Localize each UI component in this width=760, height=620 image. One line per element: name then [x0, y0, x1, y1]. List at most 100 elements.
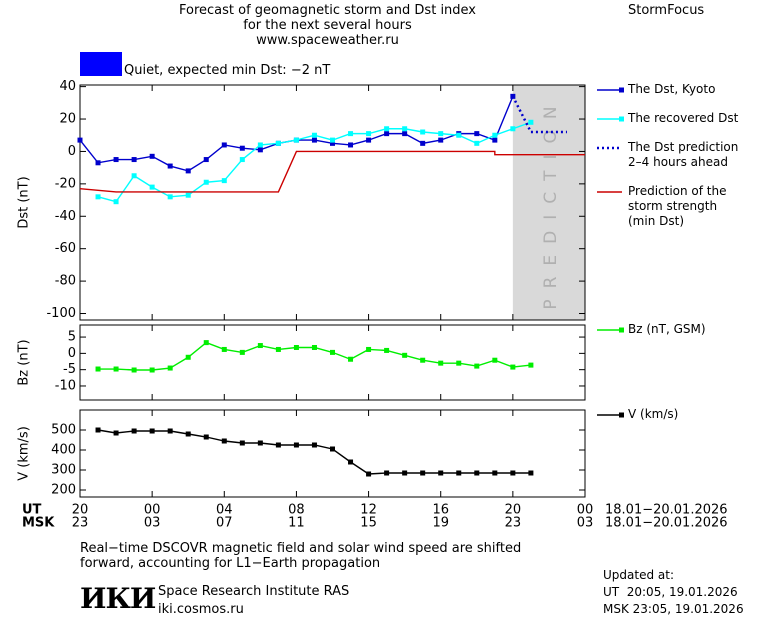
point	[510, 126, 516, 132]
point	[239, 157, 245, 163]
point	[239, 440, 245, 446]
point	[95, 366, 101, 372]
point	[528, 362, 534, 368]
legend-label: The Dst, Kyoto	[628, 82, 716, 96]
y-tick-label: 500	[51, 423, 76, 438]
point	[510, 470, 516, 476]
series-line	[79, 150, 585, 193]
point	[167, 365, 173, 371]
point	[221, 346, 227, 352]
y-tick-label: 0	[68, 144, 76, 159]
point	[257, 142, 263, 148]
point	[474, 363, 480, 369]
brand: StormFocus	[628, 3, 705, 18]
point	[474, 140, 480, 146]
point	[420, 140, 426, 146]
legend-label: The Dst prediction 2–4 hours ahead	[628, 140, 739, 169]
point	[402, 126, 408, 132]
point	[348, 459, 354, 465]
point	[492, 470, 498, 476]
point	[438, 470, 444, 476]
point	[348, 142, 354, 148]
y-tick-label: 20	[59, 112, 76, 127]
point	[492, 357, 498, 363]
updated: Updated at:	[603, 568, 674, 582]
y-tick-label: 0	[68, 346, 76, 361]
date-range-msk: 18.01−20.01.2026	[605, 516, 728, 531]
point	[113, 366, 119, 372]
point	[474, 131, 480, 137]
x-tick-label-msk: 15	[360, 516, 377, 531]
point	[420, 470, 426, 476]
point	[113, 157, 119, 163]
point	[131, 428, 137, 434]
y-tick-label: 300	[51, 463, 76, 478]
legend-marker	[619, 412, 624, 418]
point	[384, 126, 390, 132]
point	[456, 360, 462, 366]
point	[311, 132, 317, 138]
point	[185, 354, 191, 360]
point	[167, 163, 173, 169]
legend-marker	[619, 87, 624, 93]
legend-label: The recovered Dst	[628, 111, 739, 125]
y-tick-label: -10	[55, 378, 76, 393]
y-tick-label: -80	[55, 274, 76, 289]
point	[311, 137, 317, 143]
point	[528, 119, 534, 125]
point	[131, 367, 137, 373]
point	[95, 160, 101, 166]
x-tick-label: 20	[72, 503, 89, 518]
legend-marker	[619, 116, 624, 122]
point	[402, 352, 408, 358]
point	[456, 470, 462, 476]
point	[492, 137, 498, 143]
updated-msk: MSK 23:05, 19.01.2026	[603, 602, 744, 616]
legend-label: V (km/s)	[628, 407, 679, 421]
x-axis-label-ut: UT	[22, 503, 42, 518]
point	[131, 157, 137, 163]
point	[330, 137, 335, 143]
prediction-label: PREDICTION	[541, 95, 561, 309]
y-tick-label: 5	[68, 330, 76, 345]
y-tick-label: 200	[51, 483, 76, 498]
y-tick-label: -60	[55, 241, 76, 256]
point	[185, 168, 191, 174]
x-tick-label: 08	[288, 503, 305, 518]
point	[348, 131, 354, 137]
y-tick-label: -5	[63, 362, 76, 377]
y-tick-label: 40	[59, 79, 76, 94]
point	[384, 131, 390, 137]
x-tick-label-msk: 03	[577, 516, 594, 531]
point	[275, 346, 281, 352]
point	[257, 440, 263, 446]
point	[366, 131, 372, 137]
legend-marker	[619, 327, 624, 333]
y-axis-label: V (km/s)	[17, 426, 32, 481]
point	[474, 470, 480, 476]
point	[438, 131, 444, 137]
note: Real−time DSCOVR magnetic field and sola…	[80, 541, 522, 571]
point	[221, 178, 227, 184]
x-tick-label: 20	[505, 503, 522, 518]
y-axis-label: Bz (nT)	[17, 339, 32, 385]
point	[456, 132, 462, 138]
point	[167, 194, 173, 200]
point	[420, 129, 426, 135]
point	[149, 153, 155, 159]
plot-frame	[79, 84, 586, 321]
plot-frame	[79, 324, 586, 401]
point	[221, 142, 227, 148]
point	[113, 430, 119, 436]
point	[311, 345, 317, 350]
point	[330, 349, 335, 355]
point	[203, 157, 209, 163]
point	[348, 356, 354, 362]
point	[257, 147, 263, 153]
point	[239, 349, 245, 355]
y-tick-label: -20	[55, 176, 76, 191]
point	[420, 357, 426, 363]
logo: ИКИ	[80, 582, 156, 615]
point	[366, 137, 372, 143]
